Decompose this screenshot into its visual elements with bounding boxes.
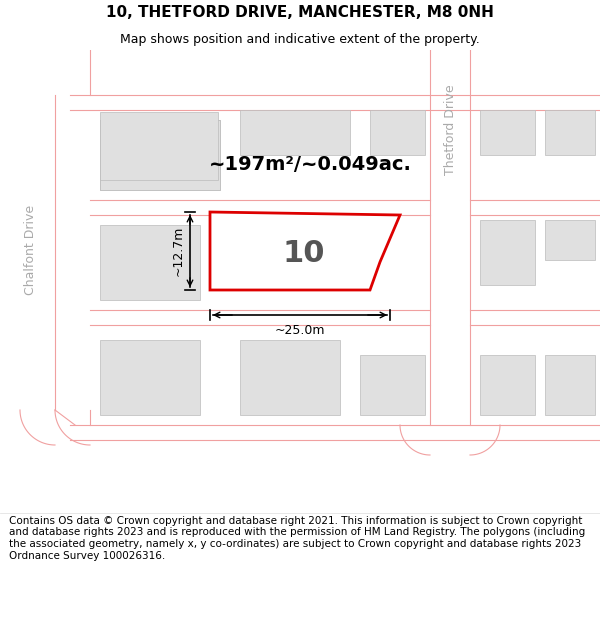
- Text: ~197m²/~0.049ac.: ~197m²/~0.049ac.: [209, 156, 412, 174]
- Text: Chalfont Drive: Chalfont Drive: [23, 205, 37, 295]
- Text: 10, THETFORD DRIVE, MANCHESTER, M8 0NH: 10, THETFORD DRIVE, MANCHESTER, M8 0NH: [106, 5, 494, 20]
- Text: ~25.0m: ~25.0m: [275, 324, 325, 336]
- Bar: [100, 225, 200, 300]
- Text: ~12.7m: ~12.7m: [172, 226, 185, 276]
- Bar: [545, 110, 595, 155]
- Bar: [240, 340, 340, 415]
- Text: Thetford Drive: Thetford Drive: [443, 84, 457, 175]
- Bar: [100, 120, 220, 190]
- Bar: [360, 355, 425, 415]
- Bar: [545, 355, 595, 415]
- Bar: [480, 355, 535, 415]
- Bar: [480, 110, 535, 155]
- Bar: [100, 120, 220, 190]
- Bar: [100, 340, 200, 415]
- Bar: [370, 110, 425, 155]
- Bar: [240, 110, 350, 155]
- Text: Map shows position and indicative extent of the property.: Map shows position and indicative extent…: [120, 34, 480, 46]
- Bar: [480, 220, 535, 285]
- Bar: [545, 220, 595, 260]
- Polygon shape: [210, 212, 400, 290]
- Bar: [100, 112, 218, 180]
- Text: 10: 10: [283, 239, 325, 268]
- Text: Contains OS data © Crown copyright and database right 2021. This information is : Contains OS data © Crown copyright and d…: [9, 516, 585, 561]
